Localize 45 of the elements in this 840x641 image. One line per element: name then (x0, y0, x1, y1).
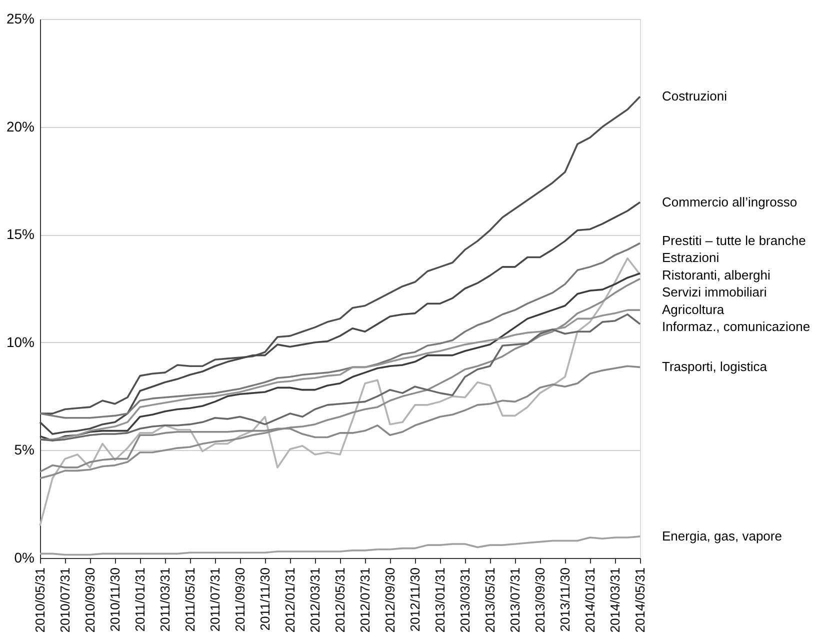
x-tick-label: 2012/07/31 (358, 568, 372, 633)
x-tick-label: 2014/03/31 (608, 568, 622, 633)
x-tick-label: 2013/03/31 (458, 568, 472, 633)
line-series (39, 242, 641, 419)
x-tick-label: 2013/01/31 (432, 568, 448, 633)
y-tick-label: 5% (14, 442, 34, 458)
x-tick-label: 2012/03/31 (308, 568, 322, 633)
y-tick-label: 10% (6, 334, 34, 350)
x-tick-label: 2011/07/31 (208, 568, 222, 632)
y-tick-label: 15% (6, 226, 34, 242)
series-label: Agricoltura (662, 302, 725, 317)
series-label: Trasporti, logistica (662, 359, 768, 374)
x-tick-label: 2010/05/31 (32, 568, 48, 633)
y-tick-label: 0% (14, 550, 34, 566)
x-tick-label: 2011/01/31 (132, 568, 148, 632)
line-series (39, 278, 641, 480)
series-label: Prestiti – tutte le branche (662, 232, 806, 248)
series-label: Commercio all’ingrosso (662, 194, 798, 210)
x-tick-label: 2014/01/31 (582, 568, 598, 633)
series-label: Servizi immobiliari (662, 284, 767, 300)
series-label: Informaz., comunicazione (662, 319, 810, 334)
line-series (39, 536, 641, 556)
x-tick-label: 2011/09/30 (232, 568, 248, 632)
x-tick-label: 2013/05/31 (482, 568, 498, 633)
x-tick-label: 2013/11/30 (558, 568, 572, 632)
x-tick-label: 2012/05/31 (332, 568, 348, 633)
series-label: Costruzioni (662, 88, 728, 104)
x-tick-label: 2012/11/30 (408, 568, 422, 632)
x-tick-label: 2010/11/30 (108, 568, 122, 632)
x-tick-label: 2013/07/31 (508, 568, 522, 633)
x-tick-label: 2012/09/30 (382, 568, 398, 633)
series-label: Estrazioni (662, 250, 720, 266)
y-tick-label: 25% (6, 10, 34, 26)
x-tick-label: 2011/11/30 (258, 568, 272, 631)
x-tick-label: 2010/07/31 (58, 568, 72, 633)
x-tick-label: 2014/05/31 (632, 568, 648, 633)
x-tick-label: 2011/05/31 (182, 568, 198, 632)
line-series (39, 257, 641, 527)
x-tick-label: 2011/03/31 (158, 568, 172, 632)
series-label: Energia, gas, vapore (662, 528, 782, 544)
x-tick-label: 2013/09/30 (532, 568, 548, 633)
x-tick-label: 2010/09/30 (82, 568, 98, 633)
series-label: Ristoranti, alberghi (662, 267, 770, 282)
y-tick-label: 20% (6, 118, 34, 134)
x-tick-label: 2012/01/31 (282, 568, 298, 633)
